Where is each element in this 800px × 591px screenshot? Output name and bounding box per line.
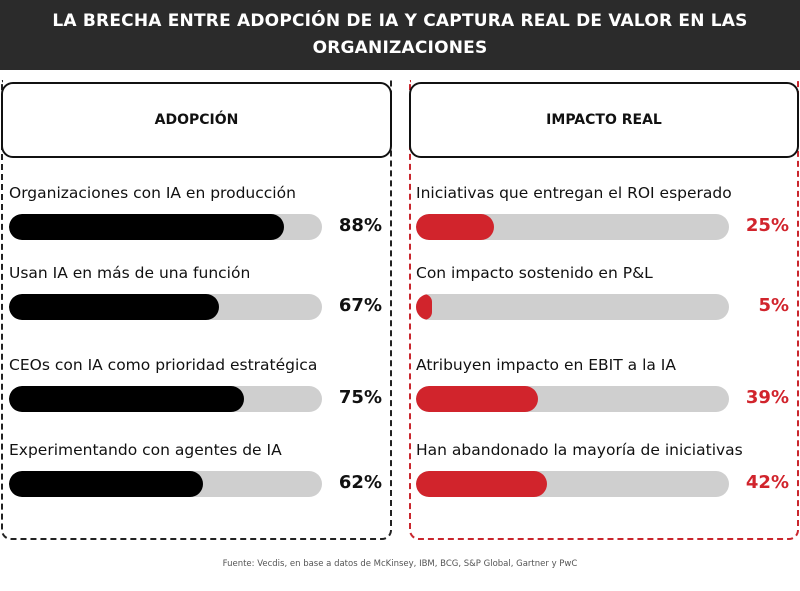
bar-track bbox=[9, 294, 322, 320]
bar-value-label: 88% bbox=[338, 215, 382, 236]
bar-value-label: 39% bbox=[745, 387, 789, 408]
bar-track bbox=[416, 471, 729, 497]
bar-label: Usan IA en más de una función bbox=[9, 264, 251, 282]
bar-value-label: 5% bbox=[758, 295, 789, 316]
bar-label: Con impacto sostenido en P&L bbox=[416, 264, 653, 282]
adoption-metric-row: Experimentando con agentes de IA 62% bbox=[9, 441, 389, 511]
bar bbox=[9, 294, 219, 320]
bar-value-label: 75% bbox=[338, 387, 382, 408]
adoption-metric-row: CEOs con IA como prioridad estratégica 7… bbox=[9, 356, 389, 426]
source-note: Fuente: Vecdis, en base a datos de McKin… bbox=[222, 559, 578, 569]
bar bbox=[9, 214, 285, 240]
bar-value-label: 42% bbox=[745, 472, 789, 493]
adoption-metric-row: Organizaciones con IA en producción 88% bbox=[9, 184, 389, 254]
bar bbox=[9, 471, 204, 497]
page-title: LA BRECHA ENTRE ADOPCIÓN DE IA Y CAPTURA… bbox=[52, 11, 748, 58]
bar-label: Han abandonado la mayoría de iniciativas bbox=[416, 441, 743, 459]
bar-label: Iniciativas que entregan el ROI esperado bbox=[416, 184, 732, 202]
bar-track bbox=[9, 471, 322, 497]
bar-value-label: 62% bbox=[338, 472, 382, 493]
bar-track bbox=[416, 214, 729, 240]
adoption-panel bbox=[1, 80, 392, 540]
bar bbox=[416, 294, 432, 320]
adoption-panel-title: ADOPCIÓN bbox=[1, 82, 392, 158]
bar-value-label: 67% bbox=[338, 295, 382, 316]
bar-label: Experimentando con agentes de IA bbox=[9, 441, 282, 459]
bar bbox=[416, 471, 548, 497]
bar bbox=[416, 214, 495, 240]
bar bbox=[416, 386, 539, 412]
impact-metric-row: Con impacto sostenido en P&L 5% bbox=[416, 264, 796, 334]
adoption-metric-row: Usan IA en más de una función 67% bbox=[9, 264, 389, 334]
impact-panel-title: IMPACTO REAL bbox=[409, 82, 799, 158]
bar-track bbox=[416, 294, 729, 320]
bar-label: Organizaciones con IA en producción bbox=[9, 184, 296, 202]
header-banner: LA BRECHA ENTRE ADOPCIÓN DE IA Y CAPTURA… bbox=[0, 0, 800, 70]
bar-track bbox=[9, 214, 322, 240]
bar-value-label: 25% bbox=[745, 215, 789, 236]
bar-track bbox=[9, 386, 322, 412]
bar-label: CEOs con IA como prioridad estratégica bbox=[9, 356, 318, 374]
bar bbox=[9, 386, 244, 412]
impact-metric-row: Iniciativas que entregan el ROI esperado… bbox=[416, 184, 796, 254]
impact-metric-row: Han abandonado la mayoría de iniciativas… bbox=[416, 441, 796, 511]
impact-panel bbox=[409, 80, 799, 540]
bar-label: Atribuyen impacto en EBIT a la IA bbox=[416, 356, 676, 374]
impact-metric-row: Atribuyen impacto en EBIT a la IA 39% bbox=[416, 356, 796, 426]
bar-track bbox=[416, 386, 729, 412]
